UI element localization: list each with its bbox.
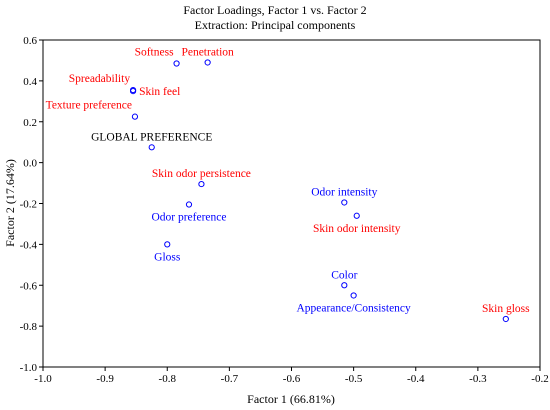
data-point-label: Spreadability	[69, 73, 131, 85]
data-point-marker	[341, 199, 348, 206]
y-axis-label: Factor 2 (17.64%)	[3, 159, 17, 247]
plot-area-frame	[42, 39, 541, 368]
x-tick-label: -0.2	[531, 373, 548, 385]
data-point-marker	[185, 201, 193, 208]
data-point-marker	[164, 241, 171, 248]
x-tick-label: -0.4	[407, 373, 425, 385]
x-tick-label: -0.8	[159, 373, 177, 385]
data-point-marker	[341, 282, 348, 289]
x-tick-label: -0.3	[469, 373, 487, 385]
chart-subtitle: Extraction: Principal components	[194, 18, 356, 32]
data-point-label: Penetration	[181, 46, 234, 58]
data-point-marker	[198, 180, 205, 188]
data-point-label: Softness	[135, 47, 175, 59]
data-points: Softness Penetration Spreadability Skin fee…	[46, 46, 530, 323]
x-tick-label: -1.0	[34, 373, 52, 385]
y-tick-label: 0.2	[23, 117, 37, 129]
data-point-marker	[502, 315, 509, 323]
data-point-marker	[350, 292, 357, 299]
y-tick-label: -1.0	[20, 362, 38, 374]
data-point-label: Texture preference	[46, 100, 132, 112]
data-point-label: Odor preference	[151, 212, 226, 224]
x-tick-label: -0.5	[345, 373, 363, 385]
x-tick-label: -0.9	[96, 373, 114, 385]
x-tick-label: -0.7	[221, 373, 239, 385]
x-tick-label: -0.6	[283, 373, 301, 385]
y-tick-label: -0.6	[20, 280, 38, 292]
y-tick-label: -0.4	[20, 239, 38, 251]
y-tick-label: -0.2	[20, 199, 37, 211]
data-point-marker	[131, 113, 139, 120]
data-point-label: Skin odor persistence	[152, 168, 251, 180]
data-point-marker	[148, 144, 155, 151]
data-point-label: Skin odor intensity	[313, 223, 401, 235]
x-axis-label: Factor 1 (66.81%)	[247, 392, 335, 406]
data-point-marker	[129, 87, 137, 95]
y-tick-label: 0.0	[23, 158, 37, 170]
data-point-label: GLOBAL PREFERENCE	[91, 131, 212, 143]
data-point-marker	[204, 59, 211, 66]
data-point-label: Gloss	[154, 251, 181, 263]
data-point-label: Odor intensity	[311, 186, 377, 198]
data-point-marker	[353, 212, 360, 219]
data-point-marker	[173, 60, 180, 67]
y-tick-label: -0.8	[20, 321, 38, 333]
data-point-label: Skin feel	[139, 86, 180, 98]
x-axis: -1.0 -0.9 -0.8 -0.7 -0.6 -0.5 -0.4 -0.3 -0.2	[34, 367, 549, 385]
data-point-label: Appearance/Consistency	[296, 302, 411, 314]
y-tick-label: 0.4	[23, 76, 37, 88]
data-point-label: Color	[331, 269, 357, 281]
chart-title: Factor Loadings, Factor 1 vs. Factor 2	[183, 3, 367, 17]
data-point-label: Skin gloss	[482, 303, 530, 315]
y-tick-label: 0.6	[23, 35, 37, 47]
y-axis: 0.6 0.4 0.2 0.0 -0.2 -0.4 -0.6 -0.8 -1.0	[20, 35, 43, 374]
